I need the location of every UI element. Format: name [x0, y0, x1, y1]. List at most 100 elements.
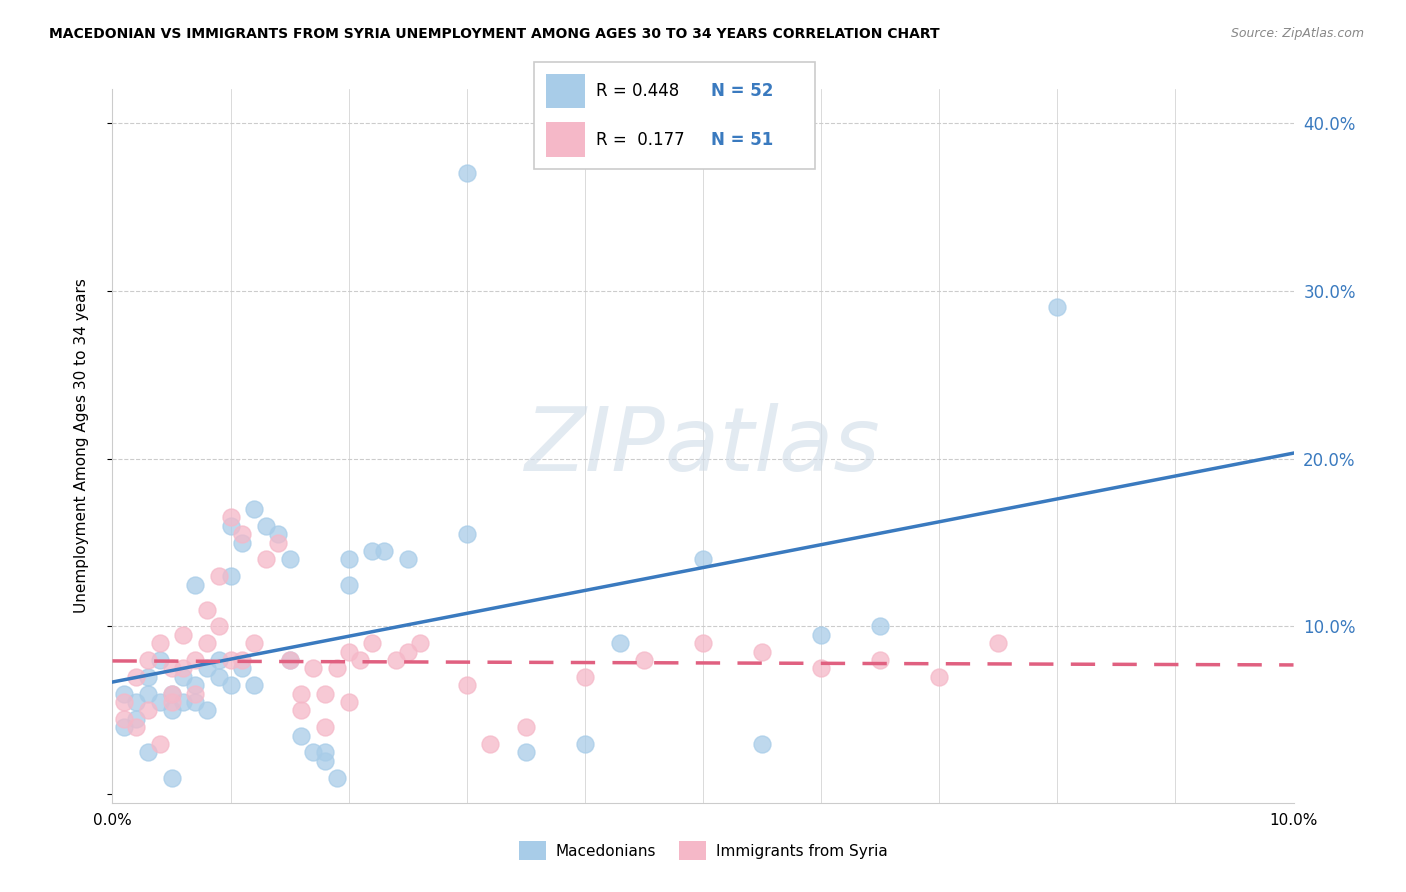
Point: [112, 687, 135, 701]
Point: [160, 703, 183, 717]
Point: [456, 678, 478, 692]
Point: [385, 653, 408, 667]
Point: [149, 737, 172, 751]
Point: [314, 746, 336, 760]
Point: [302, 661, 325, 675]
Point: [408, 636, 430, 650]
Point: [254, 518, 277, 533]
Text: ZIPatlas: ZIPatlas: [526, 403, 880, 489]
Point: [574, 670, 596, 684]
Point: [112, 695, 135, 709]
Point: [314, 720, 336, 734]
Point: [278, 653, 301, 667]
Point: [208, 653, 231, 667]
Legend: Macedonians, Immigrants from Syria: Macedonians, Immigrants from Syria: [513, 835, 893, 866]
Point: [112, 720, 135, 734]
Point: [125, 720, 148, 734]
Point: [208, 619, 231, 633]
Point: [456, 527, 478, 541]
Point: [278, 552, 301, 566]
Point: [219, 569, 242, 583]
Point: [172, 628, 194, 642]
Point: [231, 653, 253, 667]
Point: [326, 771, 349, 785]
Point: [243, 678, 266, 692]
Point: [314, 687, 336, 701]
Point: [219, 678, 242, 692]
Point: [869, 653, 891, 667]
Point: [267, 535, 290, 549]
Point: [751, 737, 773, 751]
Point: [810, 628, 832, 642]
Point: [337, 645, 360, 659]
Point: [254, 552, 277, 566]
Point: [243, 502, 266, 516]
Point: [337, 552, 360, 566]
Point: [396, 552, 419, 566]
Point: [160, 661, 183, 675]
Point: [987, 636, 1010, 650]
Text: N = 52: N = 52: [711, 82, 773, 100]
FancyBboxPatch shape: [534, 62, 815, 169]
Point: [219, 518, 242, 533]
Point: [267, 527, 290, 541]
Point: [456, 166, 478, 180]
Point: [278, 653, 301, 667]
Point: [208, 569, 231, 583]
Point: [928, 670, 950, 684]
Point: [302, 746, 325, 760]
Point: [160, 687, 183, 701]
Point: [112, 712, 135, 726]
Point: [184, 687, 207, 701]
Point: [373, 544, 395, 558]
Point: [184, 695, 207, 709]
Point: [195, 703, 218, 717]
Point: [515, 720, 537, 734]
Point: [1046, 301, 1069, 315]
Point: [136, 703, 159, 717]
Point: [219, 653, 242, 667]
Bar: [546, 122, 585, 157]
Point: [184, 653, 207, 667]
Point: [633, 653, 655, 667]
Point: [172, 670, 194, 684]
Point: [290, 703, 312, 717]
Text: MACEDONIAN VS IMMIGRANTS FROM SYRIA UNEMPLOYMENT AMONG AGES 30 TO 34 YEARS CORRE: MACEDONIAN VS IMMIGRANTS FROM SYRIA UNEM…: [49, 27, 939, 41]
Point: [751, 645, 773, 659]
Point: [810, 661, 832, 675]
Point: [149, 695, 172, 709]
Point: [184, 678, 207, 692]
Text: R = 0.448: R = 0.448: [596, 82, 679, 100]
Point: [609, 636, 631, 650]
Point: [195, 603, 218, 617]
Point: [160, 687, 183, 701]
Point: [337, 577, 360, 591]
Point: [326, 661, 349, 675]
Point: [231, 527, 253, 541]
Point: [125, 695, 148, 709]
Point: [149, 636, 172, 650]
Point: [314, 754, 336, 768]
Text: R =  0.177: R = 0.177: [596, 130, 685, 148]
Point: [479, 737, 502, 751]
Point: [125, 670, 148, 684]
Point: [692, 636, 714, 650]
Text: N = 51: N = 51: [711, 130, 773, 148]
Point: [396, 645, 419, 659]
Point: [136, 687, 159, 701]
Point: [136, 670, 159, 684]
Point: [136, 746, 159, 760]
Point: [243, 636, 266, 650]
Point: [184, 577, 207, 591]
Point: [349, 653, 371, 667]
Point: [337, 695, 360, 709]
Point: [208, 670, 231, 684]
Point: [290, 687, 312, 701]
Point: [195, 661, 218, 675]
Point: [195, 636, 218, 650]
Y-axis label: Unemployment Among Ages 30 to 34 years: Unemployment Among Ages 30 to 34 years: [75, 278, 89, 614]
Point: [160, 771, 183, 785]
Point: [231, 661, 253, 675]
Point: [361, 544, 384, 558]
Point: [136, 653, 159, 667]
